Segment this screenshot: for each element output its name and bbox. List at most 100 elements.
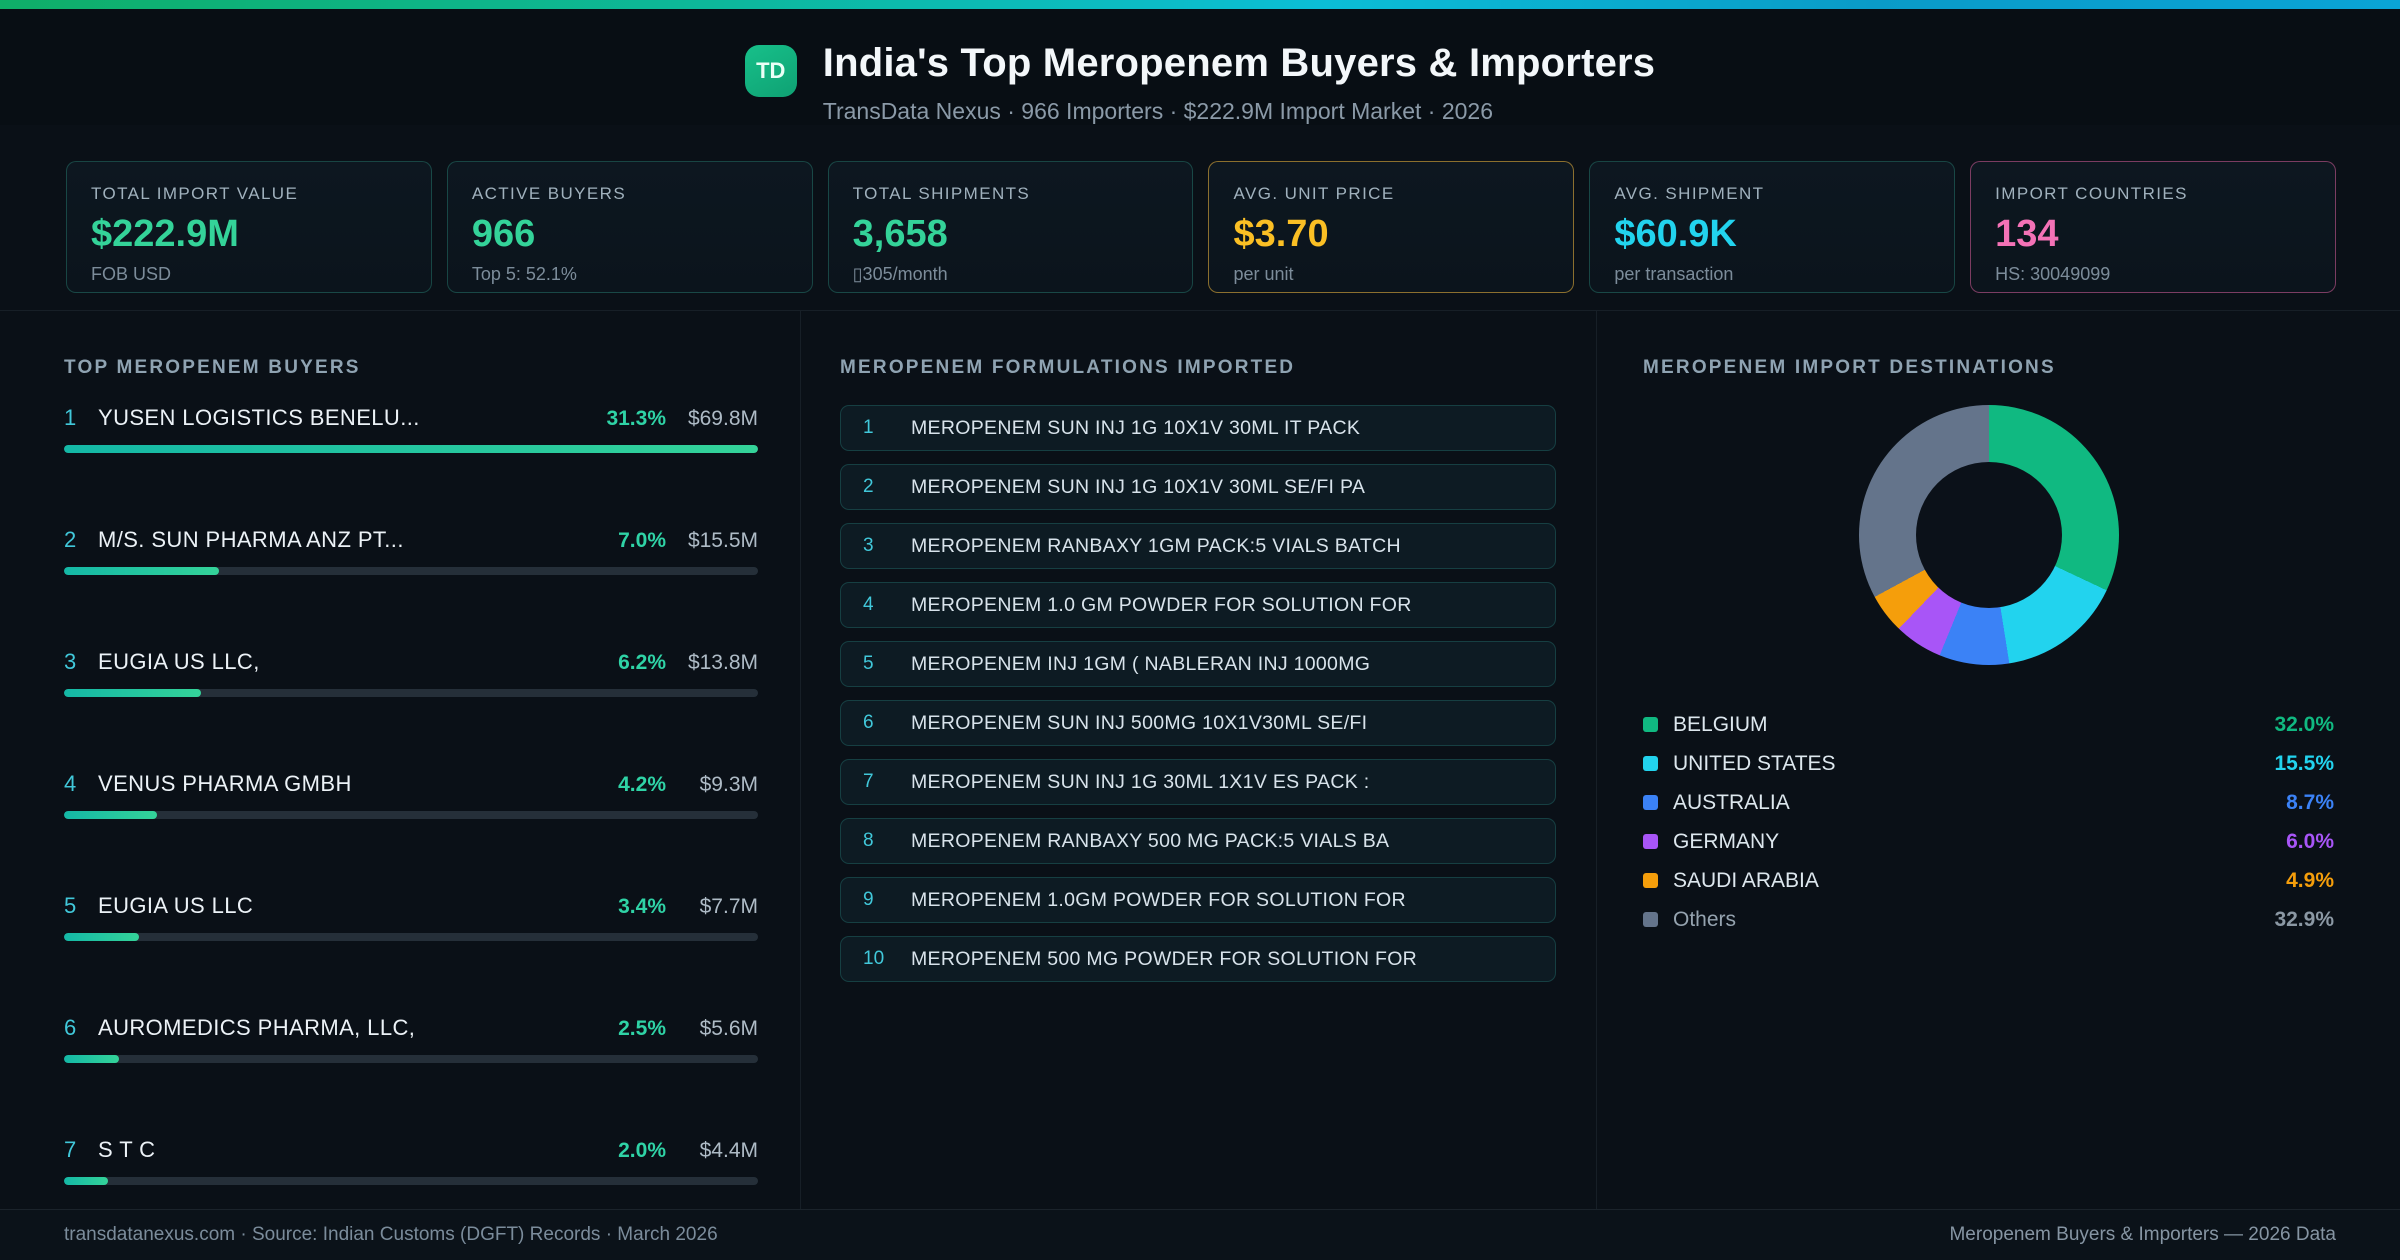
buyer-rank: 7 bbox=[64, 1137, 77, 1162]
stat-card-avg-shipment: AVG. SHIPMENT $60.9K per transaction bbox=[1589, 161, 1956, 293]
stat-sub: HS: 30049099 bbox=[1995, 264, 2111, 284]
buyer-row: 5 EUGIA US LLC 3.4% $7.7M bbox=[64, 893, 758, 941]
formulation-row: 1 MEROPENEM SUN INJ 1G 10X1V 30ML IT PACK bbox=[840, 405, 1556, 451]
buyers-list: 1 YUSEN LOGISTICS BENELU... 31.3% $69.8M 2 M/… bbox=[64, 405, 758, 1185]
buyer-value: $15.5M bbox=[687, 529, 758, 552]
legend-percent: 6.0% bbox=[2286, 829, 2334, 853]
footer: transdatanexus.com · Source: Indian Cust… bbox=[0, 1209, 2400, 1260]
legend-label: Others bbox=[1673, 907, 1737, 931]
buyer-value: $13.8M bbox=[687, 651, 758, 674]
buyer-value: $7.7M bbox=[699, 895, 758, 918]
buyer-share: 31.3% bbox=[606, 407, 666, 430]
buyer-bar-fill bbox=[64, 689, 202, 697]
footer-source-text: transdatanexus.com · Source: Indian Cust… bbox=[64, 1224, 718, 1245]
formulation-row: 4 MEROPENEM 1.0 GM POWDER FOR SOLUTION FO… bbox=[840, 582, 1556, 628]
footer-report-label: Meropenem Buyers & Importers — 2026 Data bbox=[1949, 1224, 2336, 1245]
buyers-panel: TOP MEROPENEM BUYERS 1 YUSEN LOGISTICS BE… bbox=[0, 311, 800, 1209]
formulation-rank: 1 bbox=[863, 417, 874, 438]
formulation-text: MEROPENEM SUN INJ 1G 10X1V 30ML SE/FI PA bbox=[911, 475, 1366, 498]
stat-sub: per unit bbox=[1233, 264, 1294, 284]
buyer-bar-track bbox=[64, 1055, 758, 1063]
legend-row: Others 32.9% bbox=[1643, 900, 2334, 939]
stat-card-import-countries: IMPORT COUNTRIES 134 HS: 30049099 bbox=[1970, 161, 2336, 293]
stat-label: TOTAL SHIPMENTS bbox=[852, 184, 1031, 203]
buyer-name: S T C bbox=[98, 1137, 156, 1162]
buyer-bar-track bbox=[64, 933, 758, 941]
buyer-value: $69.8M bbox=[687, 407, 758, 430]
stat-label: TOTAL IMPORT VALUE bbox=[91, 184, 299, 203]
stat-sub: FOB USD bbox=[91, 264, 172, 284]
buyer-rank: 4 bbox=[64, 771, 77, 796]
buyer-rank: 1 bbox=[64, 405, 77, 430]
formulation-text: MEROPENEM INJ 1GM ( NABLERAN INJ 1000MG bbox=[911, 652, 1371, 675]
page-subtitle: TransData Nexus · 966 Importers · $222.9… bbox=[822, 98, 1493, 124]
formulation-rank: 5 bbox=[863, 653, 874, 674]
formulation-rank: 4 bbox=[863, 594, 874, 615]
formulation-text: MEROPENEM RANBAXY 1GM PACK:5 VIALS BATCH bbox=[911, 534, 1401, 557]
stat-label: AVG. SHIPMENT bbox=[1614, 184, 1765, 203]
donut-hole bbox=[1915, 462, 2062, 608]
buyer-share: 2.0% bbox=[618, 1139, 666, 1162]
buyer-rank: 5 bbox=[64, 893, 77, 918]
buyer-row-text: 4 VENUS PHARMA GMBH 4.2% $9.3M bbox=[64, 771, 758, 797]
brand-logo: TD bbox=[744, 45, 797, 97]
formulation-rank: 10 bbox=[863, 948, 885, 969]
buyer-row-text: 2 M/S. SUN PHARMA ANZ PT... 7.0% $15.5M bbox=[64, 527, 758, 553]
stat-sub: ▯305/month bbox=[852, 264, 948, 284]
legend-percent: 8.7% bbox=[2286, 790, 2334, 814]
legend-label: GERMANY bbox=[1673, 829, 1780, 853]
legend-row: UNITED STATES 15.5% bbox=[1643, 744, 2334, 783]
formulation-row: 10 MEROPENEM 500 MG POWDER FOR SOLUTION F… bbox=[840, 936, 1556, 982]
buyer-row: 6 AUROMEDICS PHARMA, LLC, 2.5% $5.6M bbox=[64, 1015, 758, 1063]
buyer-value: $9.3M bbox=[699, 773, 758, 796]
buyer-name: EUGIA US LLC, bbox=[98, 649, 260, 674]
formulation-text: MEROPENEM 500 MG POWDER FOR SOLUTION FOR bbox=[911, 947, 1418, 970]
buyer-bar-track bbox=[64, 567, 758, 575]
buyer-row: 3 EUGIA US LLC, 6.2% $13.8M bbox=[64, 649, 758, 697]
buyer-bar-track bbox=[64, 689, 758, 697]
stat-label: ACTIVE BUYERS bbox=[471, 184, 627, 203]
stat-card-active-buyers: ACTIVE BUYERS 966 Top 5: 52.1% bbox=[446, 161, 813, 293]
legend-percent: 32.0% bbox=[2274, 712, 2334, 736]
stat-value: 3,658 bbox=[852, 213, 948, 255]
legend-row: AUSTRALIA 8.7% bbox=[1643, 783, 2334, 822]
formulation-rank: 2 bbox=[863, 476, 874, 497]
formulations-panel: MEROPENEM FORMULATIONS IMPORTED 1 MEROPEN… bbox=[800, 311, 1596, 1209]
stat-value: 134 bbox=[1995, 213, 2059, 255]
buyer-share: 3.4% bbox=[618, 895, 666, 918]
stat-label: AVG. UNIT PRICE bbox=[1233, 184, 1395, 203]
stat-value: $60.9K bbox=[1614, 213, 1737, 255]
destinations-legend: BELGIUM 32.0% UNITED STATES 15.5% AUSTRALIA 8… bbox=[1643, 705, 2334, 939]
legend-swatch bbox=[1643, 756, 1658, 771]
formulations-list: 1 MEROPENEM SUN INJ 1G 10X1V 30ML IT PACK… bbox=[840, 405, 1556, 982]
buyer-value: $5.6M bbox=[699, 1017, 758, 1040]
buyer-bar-fill bbox=[64, 811, 158, 819]
buyer-rank: 3 bbox=[64, 649, 77, 674]
header: TD India's Top Meropenem Buyers & Import… bbox=[0, 9, 2400, 125]
buyer-row: 2 M/S. SUN PHARMA ANZ PT... 7.0% $15.5M bbox=[64, 527, 758, 575]
legend-swatch bbox=[1643, 717, 1658, 732]
formulation-text: MEROPENEM SUN INJ 1G 10X1V 30ML IT PACK bbox=[911, 416, 1361, 439]
buyer-bar-fill bbox=[64, 1177, 109, 1185]
stat-card-avg-unit-price: AVG. UNIT PRICE $3.70 per unit bbox=[1208, 161, 1575, 293]
buyer-name: EUGIA US LLC bbox=[98, 893, 254, 918]
buyer-row-text: 3 EUGIA US LLC, 6.2% $13.8M bbox=[64, 649, 758, 675]
legend-label: AUSTRALIA bbox=[1673, 790, 1790, 814]
formulation-rank: 9 bbox=[863, 889, 874, 910]
buyer-bar-track bbox=[64, 1177, 758, 1185]
destinations-section-title: MEROPENEM IMPORT DESTINATIONS bbox=[1643, 357, 2056, 378]
buyer-row: 1 YUSEN LOGISTICS BENELU... 31.3% $69.8M bbox=[64, 405, 758, 453]
formulation-text: MEROPENEM SUN INJ 500MG 10X1V30ML SE/FI bbox=[911, 711, 1368, 734]
buyer-share: 7.0% bbox=[618, 529, 666, 552]
buyer-name: YUSEN LOGISTICS BENELU... bbox=[98, 405, 420, 430]
buyer-name: VENUS PHARMA GMBH bbox=[98, 771, 352, 796]
buyer-row-text: 5 EUGIA US LLC 3.4% $7.7M bbox=[64, 893, 758, 919]
buyer-row: 7 S T C 2.0% $4.4M bbox=[64, 1137, 758, 1185]
formulation-text: MEROPENEM 1.0 GM POWDER FOR SOLUTION FOR bbox=[911, 593, 1412, 616]
buyer-bar-fill bbox=[64, 1055, 120, 1063]
donut-chart bbox=[1858, 405, 2119, 665]
legend-label: SAUDI ARABIA bbox=[1673, 868, 1819, 892]
legend-swatch bbox=[1643, 795, 1658, 810]
main-content: TOP MEROPENEM BUYERS 1 YUSEN LOGISTICS BE… bbox=[0, 310, 2400, 1209]
stat-sub: per transaction bbox=[1614, 264, 1734, 284]
